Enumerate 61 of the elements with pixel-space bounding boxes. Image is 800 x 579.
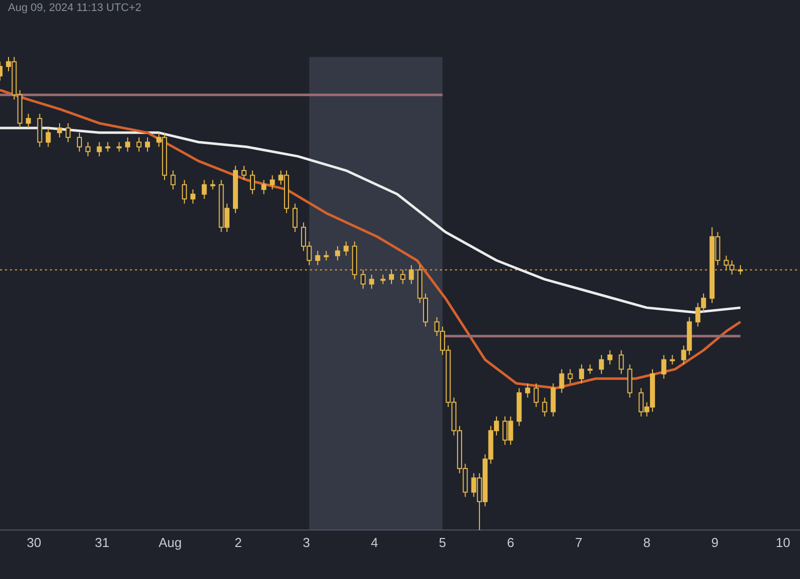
candlestick [85,142,90,157]
candlestick [542,397,548,417]
candlestick [598,354,604,374]
candlestick [550,382,556,417]
candlestick [250,170,255,195]
candlestick [190,188,196,204]
candlestick [360,269,366,290]
candlestick [145,136,150,152]
x-tick-label: 3 [302,535,310,550]
candlestick [579,364,584,384]
candlestick [136,136,142,152]
candlestick [534,382,539,408]
candlestick [202,179,207,200]
x-tick-label: 31 [94,535,110,550]
candlestick [559,368,564,394]
candlestick [116,142,122,152]
candlestick [369,274,374,290]
text: Aug 09, 2024 11:13 UTC+2 [8,2,142,14]
x-tick-label: 7 [575,535,582,550]
candlestick [335,246,340,261]
candlestick [670,354,675,365]
candlestick [76,132,82,152]
candlestick [388,269,394,285]
candlestick [324,250,329,261]
candlestick [182,179,187,204]
candlestick [105,142,110,152]
candlestick [618,350,624,374]
candlestick [315,250,320,266]
candlestick [125,136,130,152]
candlestick [627,364,632,398]
x-tick-label: 9 [711,535,719,550]
candlestick [568,368,573,384]
x-tick-label: 8 [643,535,650,550]
candlestick [607,350,612,365]
x-tick-label: 5 [438,535,446,550]
candlestick [37,113,42,148]
candlestick [380,274,386,285]
candlestick [26,113,31,128]
x-tick-label: 30 [26,535,42,550]
x-tick-label: 10 [776,535,790,550]
candlestick [57,122,62,138]
candlestick [210,179,216,190]
candlestick [96,142,102,157]
candlestick [241,165,246,180]
candlestick [261,179,266,195]
candlestick [588,364,593,374]
candlestick [661,354,666,380]
candlestick [525,382,530,398]
candlestick [344,240,349,256]
candlestick [270,174,275,190]
candlestick [292,203,298,233]
candlestick [400,269,406,285]
x-tick-label: Aug [158,535,182,550]
x-tick-label: 2 [234,535,242,550]
x-tick-label: 4 [370,535,378,550]
x-tick-label: 6 [507,535,514,550]
candlestick [46,127,51,148]
candlestick [408,264,414,285]
candlestick [66,122,71,143]
candlestick [170,170,176,190]
candlestick [738,264,743,276]
